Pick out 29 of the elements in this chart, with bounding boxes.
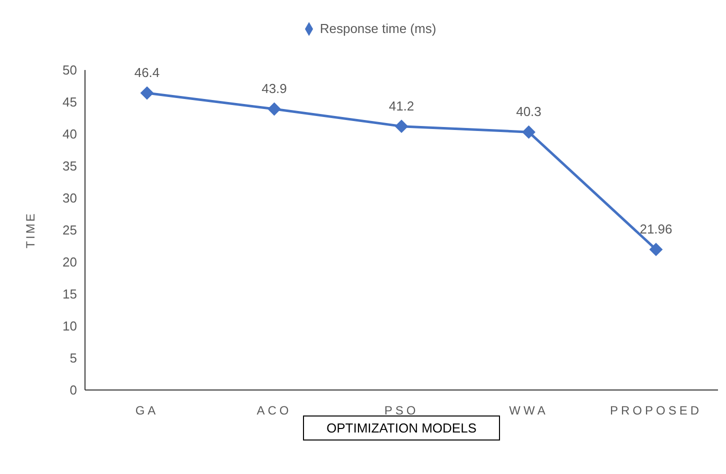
legend-label: Response time (ms) bbox=[320, 21, 436, 36]
y-tick-label: 15 bbox=[62, 286, 77, 302]
x-tick-label: PSO bbox=[384, 404, 419, 418]
data-label: 21.96 bbox=[640, 221, 672, 236]
y-tick-label: 0 bbox=[70, 382, 77, 398]
point bbox=[395, 120, 408, 133]
y-tick-label: 30 bbox=[62, 190, 77, 206]
x-tick-label: ACO bbox=[256, 404, 292, 418]
point bbox=[650, 242, 662, 256]
y-tick-label: 50 bbox=[62, 62, 77, 78]
x-axis-title: OPTIMIZATION MODELS bbox=[326, 420, 477, 436]
y-axis-title: TIME bbox=[23, 212, 38, 248]
x-tick-label: WWA bbox=[509, 404, 548, 418]
y-tick-label: 40 bbox=[62, 126, 77, 142]
x-tick-label: GA bbox=[135, 404, 159, 418]
y-tick-label: 25 bbox=[62, 222, 77, 238]
data-label: 46.4 bbox=[134, 65, 160, 80]
y-tick-label: 35 bbox=[62, 158, 77, 174]
y-tick-label: 10 bbox=[62, 318, 77, 334]
data-label: 40.3 bbox=[516, 104, 542, 120]
point bbox=[268, 102, 281, 116]
y-tick-label: 5 bbox=[70, 350, 77, 366]
point bbox=[140, 86, 154, 100]
y-tick-label: 45 bbox=[62, 94, 77, 110]
y-tick-label: 20 bbox=[62, 254, 77, 270]
x-tick-label: PROPOSED bbox=[610, 404, 702, 418]
data-label: 41.2 bbox=[388, 98, 414, 114]
data-label: 43.9 bbox=[262, 81, 287, 96]
point bbox=[522, 126, 536, 139]
